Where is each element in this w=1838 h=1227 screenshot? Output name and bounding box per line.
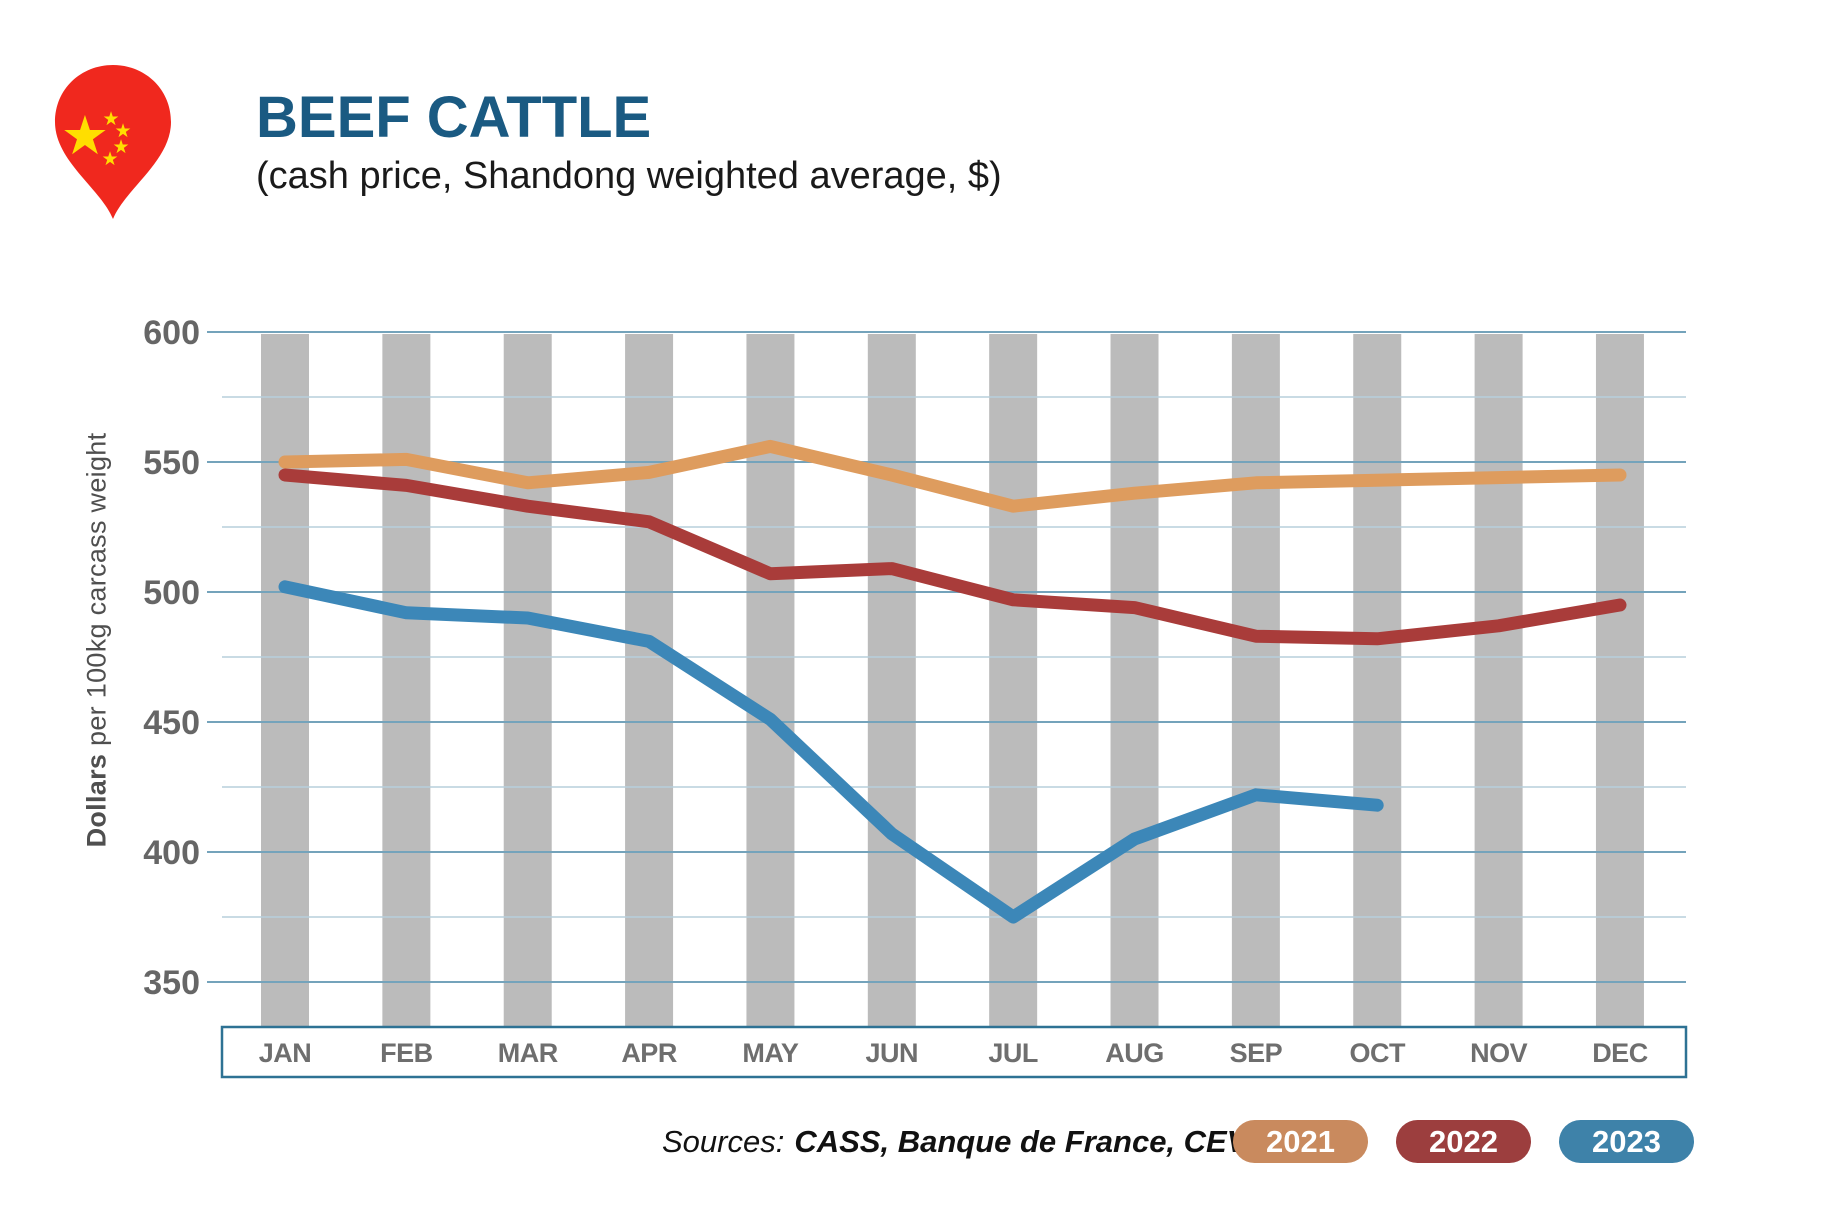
y-tick-label: 450 <box>143 704 200 742</box>
month-stripe <box>1474 334 1523 1027</box>
month-label: APR <box>621 1038 677 1068</box>
legend-pill-2021: 2021 <box>1233 1120 1368 1163</box>
month-stripe <box>503 334 552 1027</box>
month-stripe <box>746 334 795 1027</box>
sources-value: CASS, Banque de France, CEVA <box>794 1124 1268 1159</box>
month-label: SEP <box>1230 1038 1283 1068</box>
china-flag-stars: ★ ★ ★ ★ ★ <box>61 104 132 170</box>
month-stripe <box>1110 334 1159 1027</box>
month-label: JAN <box>259 1038 312 1068</box>
china-flag-pin-svg: ★ ★ ★ ★ ★ <box>55 65 171 219</box>
month-label: FEB <box>380 1038 433 1068</box>
small-star-icon: ★ <box>102 108 119 130</box>
month-stripe <box>382 334 431 1027</box>
small-star-icon: ★ <box>112 136 129 158</box>
pin-shape <box>55 65 171 219</box>
y-tick-label: 600 <box>143 314 200 352</box>
month-stripe <box>1595 334 1644 1027</box>
big-star-icon: ★ <box>61 104 109 167</box>
month-stripe <box>261 334 309 1027</box>
small-star-icon: ★ <box>114 120 131 142</box>
month-label: MAY <box>742 1038 799 1068</box>
sources-label: Sources: <box>662 1124 785 1159</box>
title-block: BEEF CATTLE (cash price, Shandong weight… <box>256 85 1002 198</box>
page-title: BEEF CATTLE <box>256 85 652 150</box>
small-star-icon: ★ <box>101 148 118 170</box>
month-stripe <box>1353 334 1402 1027</box>
month-label: NOV <box>1470 1038 1528 1068</box>
legend-pill-2023: 2023 <box>1559 1120 1694 1163</box>
series-line-2023 <box>278 580 1384 924</box>
series-line-2021 <box>278 439 1627 513</box>
y-tick-label: 400 <box>143 834 200 872</box>
y-tick-label: 350 <box>143 964 200 1002</box>
china-flag-pin-icon: ★ ★ ★ ★ ★ <box>48 62 178 222</box>
y-tick-label: 500 <box>143 574 200 612</box>
legend-pill-2022: 2022 <box>1396 1120 1531 1163</box>
month-label: JUN <box>866 1038 919 1068</box>
month-stripe <box>625 334 674 1027</box>
series-line-2022 <box>278 468 1627 646</box>
month-label: JUL <box>988 1038 1038 1068</box>
y-tick-label: 550 <box>143 444 200 482</box>
chart-footer: Sources: CASS, Banque de France, CEVA 20… <box>0 1118 1838 1170</box>
month-stripe <box>867 334 916 1027</box>
page-subtitle: (cash price, Shandong weighted average, … <box>256 154 1002 197</box>
chart-legend: 2021 2022 2023 <box>1233 1120 1694 1163</box>
month-axis-box <box>220 1025 1688 1079</box>
month-label: MAR <box>498 1038 558 1068</box>
month-stripe <box>1231 334 1280 1027</box>
month-label: AUG <box>1105 1038 1164 1068</box>
month-label: DEC <box>1592 1038 1648 1068</box>
sources-note: Sources: CASS, Banque de France, CEVA <box>662 1118 1268 1166</box>
month-label: OCT <box>1349 1038 1406 1068</box>
